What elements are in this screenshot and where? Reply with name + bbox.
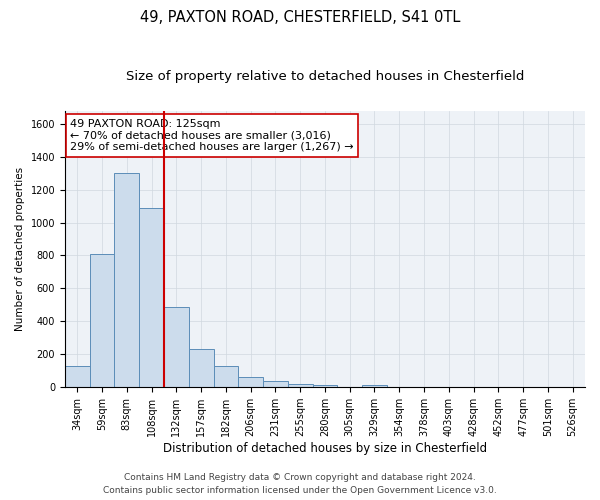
Bar — [313, 385, 337, 387]
Text: 49, PAXTON ROAD, CHESTERFIELD, S41 0TL: 49, PAXTON ROAD, CHESTERFIELD, S41 0TL — [140, 10, 460, 25]
Bar — [89, 254, 115, 387]
X-axis label: Distribution of detached houses by size in Chesterfield: Distribution of detached houses by size … — [163, 442, 487, 455]
Bar — [65, 366, 89, 387]
Text: Contains HM Land Registry data © Crown copyright and database right 2024.
Contai: Contains HM Land Registry data © Crown c… — [103, 474, 497, 495]
Bar — [238, 376, 263, 387]
Bar — [362, 385, 387, 387]
Y-axis label: Number of detached properties: Number of detached properties — [15, 167, 25, 331]
Bar — [189, 350, 214, 387]
Title: Size of property relative to detached houses in Chesterfield: Size of property relative to detached ho… — [126, 70, 524, 83]
Bar — [263, 382, 288, 387]
Bar — [115, 173, 139, 387]
Bar — [288, 384, 313, 387]
Text: 49 PAXTON ROAD: 125sqm
← 70% of detached houses are smaller (3,016)
29% of semi-: 49 PAXTON ROAD: 125sqm ← 70% of detached… — [70, 119, 354, 152]
Bar — [164, 306, 189, 387]
Bar — [139, 208, 164, 387]
Bar — [214, 366, 238, 387]
